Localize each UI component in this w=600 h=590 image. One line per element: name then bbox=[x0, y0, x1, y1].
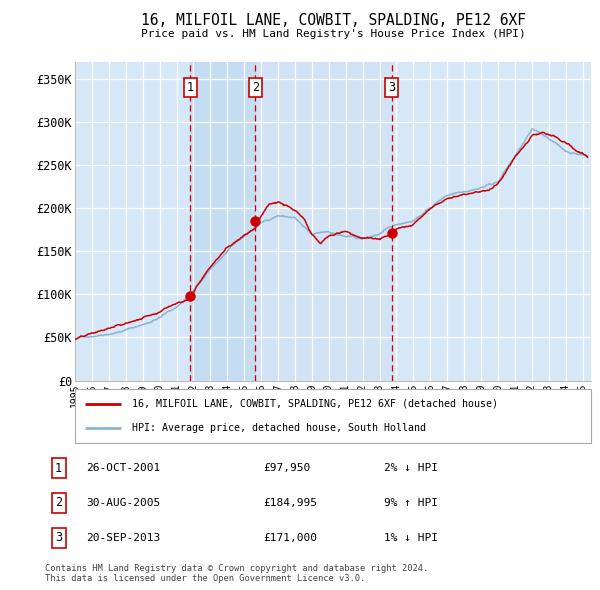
Text: £97,950: £97,950 bbox=[263, 463, 311, 473]
Text: 3: 3 bbox=[55, 532, 62, 545]
Text: 2% ↓ HPI: 2% ↓ HPI bbox=[383, 463, 437, 473]
Bar bbox=[190, 62, 256, 381]
Text: 1: 1 bbox=[55, 461, 62, 474]
Text: £171,000: £171,000 bbox=[263, 533, 317, 543]
Text: 16, MILFOIL LANE, COWBIT, SPALDING, PE12 6XF (detached house): 16, MILFOIL LANE, COWBIT, SPALDING, PE12… bbox=[132, 399, 498, 409]
Text: 16, MILFOIL LANE, COWBIT, SPALDING, PE12 6XF: 16, MILFOIL LANE, COWBIT, SPALDING, PE12… bbox=[140, 13, 526, 28]
Text: 9% ↑ HPI: 9% ↑ HPI bbox=[383, 498, 437, 508]
Text: Contains HM Land Registry data © Crown copyright and database right 2024.
This d: Contains HM Land Registry data © Crown c… bbox=[45, 563, 428, 583]
Text: 26-OCT-2001: 26-OCT-2001 bbox=[86, 463, 160, 473]
Text: 2: 2 bbox=[55, 496, 62, 510]
Text: 20-SEP-2013: 20-SEP-2013 bbox=[86, 533, 160, 543]
Bar bbox=[256, 62, 392, 381]
FancyBboxPatch shape bbox=[75, 389, 591, 442]
Text: £184,995: £184,995 bbox=[263, 498, 317, 508]
Text: Price paid vs. HM Land Registry's House Price Index (HPI): Price paid vs. HM Land Registry's House … bbox=[140, 29, 526, 38]
Text: 3: 3 bbox=[388, 81, 395, 94]
Text: 2: 2 bbox=[252, 81, 259, 94]
Text: 1% ↓ HPI: 1% ↓ HPI bbox=[383, 533, 437, 543]
Text: HPI: Average price, detached house, South Holland: HPI: Average price, detached house, Sout… bbox=[132, 423, 426, 433]
Text: 1: 1 bbox=[187, 81, 194, 94]
Text: 30-AUG-2005: 30-AUG-2005 bbox=[86, 498, 160, 508]
